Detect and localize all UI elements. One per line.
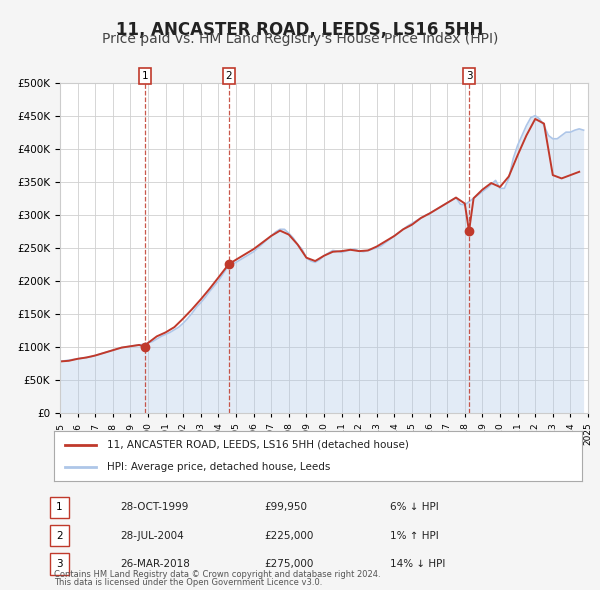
Text: 1: 1 xyxy=(56,503,63,512)
Text: 1% ↑ HPI: 1% ↑ HPI xyxy=(390,531,439,540)
Text: £275,000: £275,000 xyxy=(264,559,313,569)
Text: £99,950: £99,950 xyxy=(264,503,307,512)
Text: 26-MAR-2018: 26-MAR-2018 xyxy=(120,559,190,569)
Text: 11, ANCASTER ROAD, LEEDS, LS16 5HH (detached house): 11, ANCASTER ROAD, LEEDS, LS16 5HH (deta… xyxy=(107,440,409,450)
Text: 3: 3 xyxy=(466,71,472,81)
Text: 6% ↓ HPI: 6% ↓ HPI xyxy=(390,503,439,512)
Text: 2: 2 xyxy=(225,71,232,81)
Text: 3: 3 xyxy=(56,559,63,569)
Text: This data is licensed under the Open Government Licence v3.0.: This data is licensed under the Open Gov… xyxy=(54,578,322,587)
Text: 1: 1 xyxy=(142,71,148,81)
Text: 11, ANCASTER ROAD, LEEDS, LS16 5HH: 11, ANCASTER ROAD, LEEDS, LS16 5HH xyxy=(116,21,484,39)
Text: 28-JUL-2004: 28-JUL-2004 xyxy=(120,531,184,540)
Text: HPI: Average price, detached house, Leeds: HPI: Average price, detached house, Leed… xyxy=(107,462,330,472)
Text: £225,000: £225,000 xyxy=(264,531,313,540)
Text: Contains HM Land Registry data © Crown copyright and database right 2024.: Contains HM Land Registry data © Crown c… xyxy=(54,571,380,579)
Text: Price paid vs. HM Land Registry's House Price Index (HPI): Price paid vs. HM Land Registry's House … xyxy=(102,32,498,47)
Text: 2: 2 xyxy=(56,531,63,540)
Text: 14% ↓ HPI: 14% ↓ HPI xyxy=(390,559,445,569)
Text: 28-OCT-1999: 28-OCT-1999 xyxy=(120,503,188,512)
